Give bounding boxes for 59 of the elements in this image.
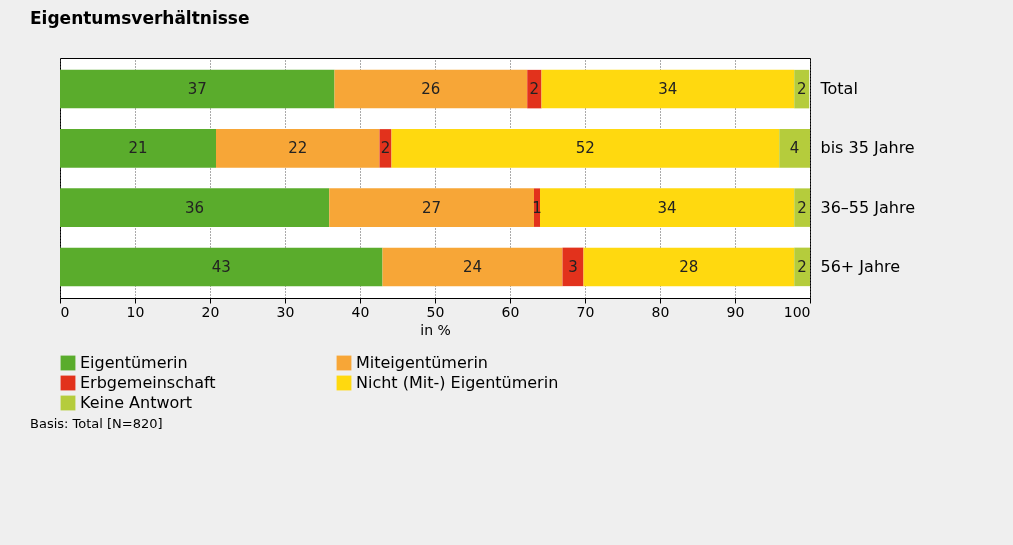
data-label: 36 bbox=[185, 198, 205, 217]
bar bbox=[583, 247, 795, 287]
data-label: 37 bbox=[187, 80, 207, 99]
data-label: 28 bbox=[679, 257, 699, 276]
legend-label: Erbgemeinschaft bbox=[80, 373, 216, 392]
bar bbox=[60, 129, 216, 168]
text: Basis: Total [N=820] bbox=[29, 416, 164, 431]
bar bbox=[329, 188, 534, 227]
chart-title: Eigentumsverhältnisse bbox=[30, 8, 250, 28]
bar bbox=[60, 247, 383, 287]
x-tick-label: 90 bbox=[726, 303, 745, 320]
bar bbox=[794, 188, 810, 227]
bar bbox=[391, 129, 780, 168]
legend-label: Keine Antwort bbox=[80, 393, 193, 412]
x-tick-label: 20 bbox=[201, 303, 220, 320]
data-label: 2 bbox=[380, 139, 391, 158]
bar bbox=[527, 69, 542, 109]
data-label: 26 bbox=[421, 80, 441, 99]
y-tick-label: 56+ Jahre bbox=[820, 256, 901, 276]
x-tick-label: 100 bbox=[783, 303, 811, 320]
x-tick-label: 70 bbox=[576, 303, 595, 320]
data-label: 2 bbox=[529, 80, 540, 99]
data-label: 2 bbox=[797, 257, 807, 276]
data-label: 27 bbox=[422, 198, 442, 217]
data-label: 2 bbox=[796, 80, 807, 99]
bar bbox=[334, 69, 528, 109]
bar bbox=[794, 247, 810, 287]
y-tick-label: bis 35 Jahre bbox=[820, 138, 915, 158]
data-label: 43 bbox=[211, 257, 231, 276]
x-tick-label: 80 bbox=[651, 303, 670, 320]
bar bbox=[60, 188, 330, 227]
data-label: 3 bbox=[568, 257, 578, 276]
bar bbox=[779, 129, 810, 168]
data-label: 4 bbox=[789, 139, 800, 158]
bar bbox=[382, 247, 563, 287]
bar bbox=[60, 69, 335, 109]
data-label: 52 bbox=[575, 139, 595, 158]
legend-label: Miteigentümerin bbox=[356, 353, 488, 372]
data-label: 34 bbox=[657, 198, 677, 217]
data-label: 24 bbox=[462, 257, 483, 276]
bar bbox=[540, 188, 795, 227]
x-tick-label: 0 bbox=[60, 303, 70, 320]
data-label: 2 bbox=[797, 198, 807, 217]
bar bbox=[541, 69, 795, 109]
y-tick-label: 36–55 Jahre bbox=[820, 197, 916, 217]
y-tick-label: Total bbox=[819, 79, 858, 99]
data-label: 21 bbox=[128, 139, 148, 158]
x-tick-label: 40 bbox=[351, 303, 370, 320]
x-tick-label: 60 bbox=[501, 303, 520, 320]
bar bbox=[216, 129, 380, 168]
x-tick-label: 10 bbox=[126, 303, 145, 320]
legend-label: Eigentümerin bbox=[80, 353, 188, 372]
legend-label: Nicht (Mit-) Eigentümerin bbox=[356, 373, 559, 392]
bar bbox=[562, 247, 584, 287]
x-axis-title: in % bbox=[420, 321, 451, 338]
x-tick-label: 30 bbox=[276, 303, 295, 320]
data-label: 34 bbox=[658, 80, 678, 99]
x-tick-label: 50 bbox=[426, 303, 445, 320]
data-label: 22 bbox=[288, 139, 308, 158]
